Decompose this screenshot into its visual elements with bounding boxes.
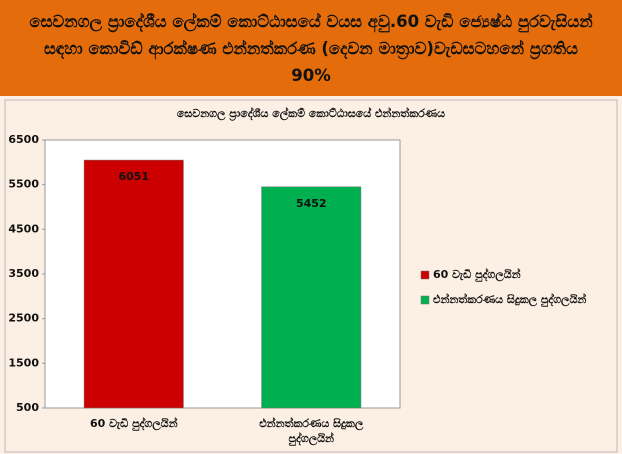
chart-title: සෙවනගල ප්‍රාදේශීය ලේකම් කොට්ඨාසයේ එන්නත්… — [177, 106, 445, 122]
bar — [261, 186, 362, 409]
value-label: 5452 — [296, 197, 327, 210]
y-tick-label: 500 — [16, 401, 39, 414]
legend-swatch — [420, 270, 430, 280]
header-title: සෙවනගල ප්‍රාදේශීය ලේකම් කොට්ඨාසයේ වයස අව… — [0, 0, 622, 96]
x-tick-label: එන්නත්කරණය සිදුකල පුද්ගලයින් — [259, 417, 364, 445]
value-label: 6051 — [118, 170, 149, 183]
y-tick-label: 6500 — [8, 133, 39, 146]
legend-label: 60 වැඩි පුද්ගලයින් — [433, 267, 521, 283]
legend-label: එන්නත්කරණය සිදුකල පුද්ගලයින් — [433, 292, 587, 308]
bar — [83, 159, 184, 409]
y-tick-label: 5500 — [8, 178, 39, 191]
x-tick-label: 60 වැඩි පුද්ගලයින් — [89, 417, 178, 430]
y-tick-label: 2500 — [8, 312, 39, 325]
y-tick-label: 4500 — [8, 222, 39, 235]
y-tick-label: 1500 — [8, 356, 39, 369]
legend-swatch — [420, 295, 430, 305]
y-tick-label: 3500 — [8, 267, 39, 280]
